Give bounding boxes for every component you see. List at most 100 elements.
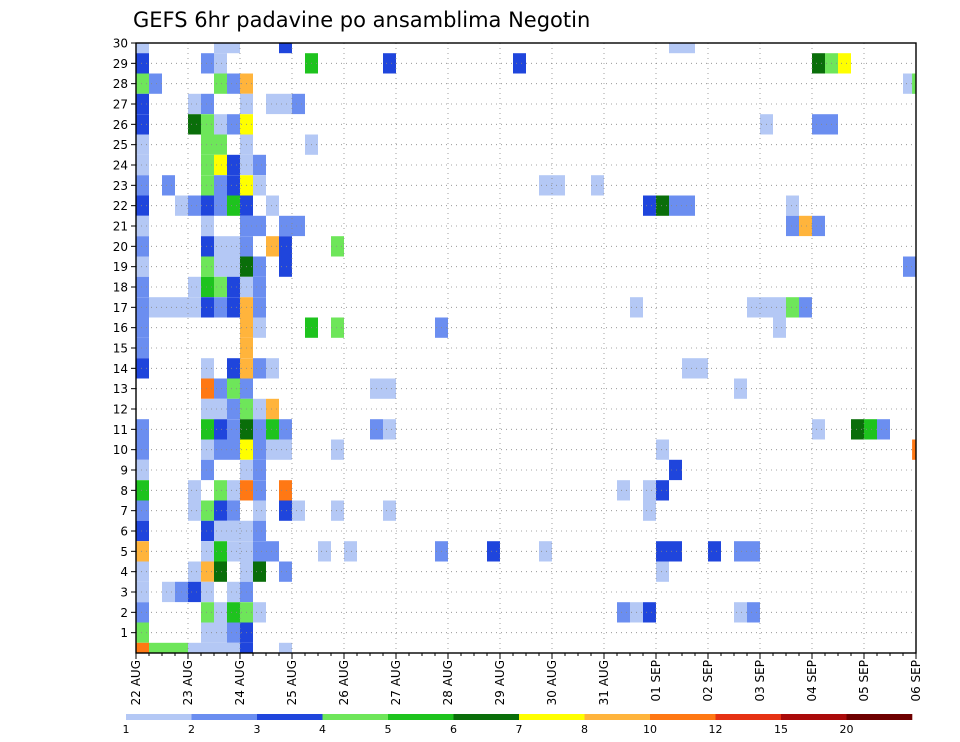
heatmap-cell [227, 642, 240, 653]
y-tick-label: 28 [113, 77, 128, 91]
heatmap-cell [201, 236, 214, 257]
y-tick-label: 24 [113, 159, 128, 173]
heatmap-cell [227, 541, 253, 562]
heatmap-cell [279, 500, 292, 521]
heatmap-cell [643, 602, 656, 623]
heatmap-cell [214, 154, 227, 176]
heatmap-cell [253, 541, 266, 562]
y-tick-label: 10 [113, 443, 128, 457]
x-tick-label: 22 AUG [129, 660, 143, 705]
heatmap-cell [643, 480, 656, 501]
x-axis: 22 AUG 23 AUG 24 AUG 25 AUG 26 AUG 27 AUG 28 A… [129, 653, 923, 705]
heatmap-cell [201, 541, 214, 562]
heatmap-cell [149, 297, 188, 318]
y-axis: 1234567891011121314151617181920212223242… [113, 37, 136, 640]
heatmap-cell [136, 337, 149, 359]
heatmap-cell [201, 93, 214, 115]
heatmap-cell [136, 53, 149, 74]
heatmap-cell [812, 53, 825, 74]
x-tick-label: 31 AUG [597, 660, 611, 705]
y-tick-label: 14 [113, 362, 128, 376]
colorbar-tick-label: 12 [709, 723, 723, 736]
heatmap-cell [734, 602, 747, 623]
heatmap-cell [279, 642, 292, 653]
heatmap-cell [227, 419, 240, 440]
heatmap-cell [383, 419, 396, 440]
heatmap-cell [253, 439, 266, 460]
heatmap-cell [136, 236, 149, 257]
heatmap-cell [136, 43, 149, 54]
heatmap-cell [201, 297, 214, 318]
heatmap-cell [786, 297, 799, 318]
heatmap-cell [136, 602, 149, 623]
heatmap-cell [812, 419, 825, 440]
heatmap-cell [240, 215, 266, 237]
heatmap-cell [214, 114, 227, 135]
y-tick-label: 23 [113, 179, 128, 193]
heatmap-cell [487, 541, 500, 562]
heatmap-cell [227, 276, 240, 298]
colorbar-tick-label: 4 [319, 723, 326, 736]
heatmap-cell [201, 175, 214, 196]
heatmap-cell [656, 480, 669, 501]
heatmap-cell [214, 73, 227, 94]
heatmap-cell [136, 419, 149, 440]
y-tick-label: 9 [120, 464, 128, 478]
heatmap-cell [136, 195, 149, 216]
heatmap-cell [136, 93, 149, 115]
heatmap-cell [136, 297, 149, 318]
heatmap-cell [201, 520, 214, 542]
heatmap-cell [669, 43, 695, 54]
colorbar-swatch [781, 714, 847, 720]
heatmap-cell [201, 581, 214, 603]
heatmap-cell [344, 541, 357, 562]
heatmap-cell [851, 419, 864, 440]
heatmap-cell [253, 602, 266, 623]
y-tick-label: 1 [120, 626, 128, 640]
heatmap-cell [136, 520, 149, 542]
x-tick-label: 27 AUG [389, 660, 403, 705]
colorbar-tick-label: 6 [450, 723, 457, 736]
heatmap-cell [214, 561, 227, 582]
heatmap-cell [292, 93, 305, 115]
heatmap-cell [214, 195, 227, 216]
heatmap-cell [201, 134, 227, 155]
heatmap-cell [812, 114, 838, 135]
colorbar-tick-label: 2 [188, 723, 195, 736]
heatmap-cell [136, 276, 149, 298]
heatmap-cells [136, 43, 916, 653]
heatmap-cell [331, 236, 344, 257]
heatmap-cell [136, 134, 149, 155]
heatmap-cell [253, 317, 266, 338]
heatmap-cell [188, 114, 201, 135]
heatmap-cell [136, 175, 149, 196]
colorbar-swatch [846, 714, 913, 720]
heatmap-cell [227, 175, 240, 196]
heatmap-cell [786, 195, 799, 216]
heatmap-cell [201, 276, 214, 298]
colorbar-tick-label: 15 [774, 723, 788, 736]
heatmap-cell [227, 73, 240, 94]
y-tick-label: 26 [113, 118, 128, 132]
heatmap-cell [656, 195, 669, 216]
colorbar: 1 2 3 4 5 6 7 8 10 12 15 20 [123, 714, 913, 736]
heatmap-cell [617, 480, 630, 501]
heatmap-cell [201, 642, 214, 653]
heatmap-cell [227, 154, 240, 176]
heatmap-cell [253, 398, 266, 420]
y-tick-label: 12 [113, 403, 128, 417]
x-tick-label: 06 SEP [909, 660, 923, 702]
heatmap-cell [279, 43, 292, 54]
y-tick-label: 22 [113, 199, 128, 213]
colorbar-swatch [453, 714, 520, 720]
y-tick-label: 21 [113, 220, 128, 234]
colorbar-swatch [322, 714, 389, 720]
heatmap-cell [136, 114, 149, 135]
heatmap-cell [136, 622, 149, 643]
heatmap-cell [279, 256, 292, 277]
heatmap-cell [617, 602, 630, 623]
x-tick-label: 26 AUG [337, 660, 351, 705]
colorbar-swatch [519, 714, 585, 720]
heatmap-cell [773, 317, 786, 338]
